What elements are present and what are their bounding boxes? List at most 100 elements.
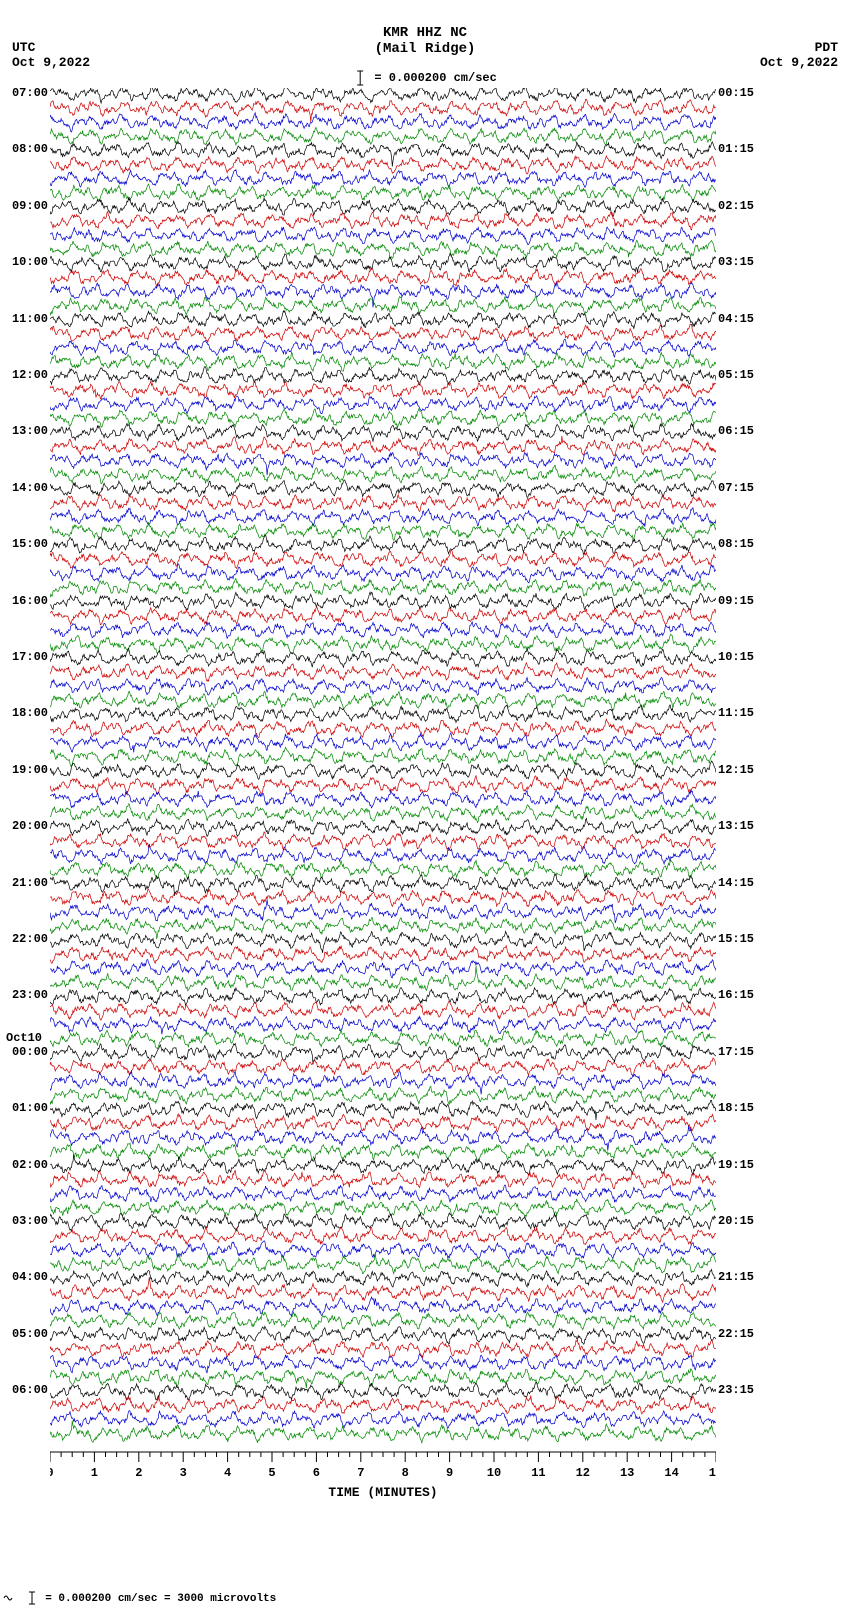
svg-text:10: 10 <box>487 1466 501 1480</box>
trace-row <box>50 1340 716 1358</box>
pdt-time: 20:15 <box>718 1214 754 1228</box>
pdt-time: 13:15 <box>718 819 754 833</box>
utc-time: 08:00 <box>12 142 48 156</box>
utc-time: 19:00 <box>12 763 48 777</box>
utc-date: Oct 9,2022 <box>12 55 90 70</box>
svg-text:4: 4 <box>224 1466 231 1480</box>
trace-row <box>50 508 716 527</box>
trace-row <box>50 1253 716 1274</box>
x-axis-svg: 0123456789101112131415 <box>50 1450 716 1480</box>
svg-text:6: 6 <box>313 1466 320 1480</box>
utc-time: 04:00 <box>12 1270 48 1284</box>
pdt-time: 11:15 <box>718 706 754 720</box>
utc-time: 05:00 <box>12 1327 48 1341</box>
trace-row <box>50 1270 716 1288</box>
trace-row <box>50 705 716 723</box>
trace-row <box>50 423 716 441</box>
trace-row <box>50 494 716 512</box>
utc-label: UTC <box>12 40 35 55</box>
utc-time: 09:00 <box>12 199 48 213</box>
seismogram-svg <box>50 88 716 1468</box>
trace-row <box>50 535 716 554</box>
trace-row <box>50 452 716 475</box>
pdt-time: 10:15 <box>718 650 754 664</box>
svg-text:3: 3 <box>180 1466 187 1480</box>
trace-row <box>50 790 716 807</box>
trace-row <box>50 311 716 329</box>
trace-row <box>50 1213 716 1231</box>
trace-row <box>50 900 716 923</box>
scale-label: = 0.000200 cm/sec <box>353 70 497 86</box>
svg-text:8: 8 <box>402 1466 409 1480</box>
trace-row <box>50 960 716 978</box>
svg-text:7: 7 <box>357 1466 364 1480</box>
pdt-time: 02:15 <box>718 199 754 213</box>
trace-row <box>50 1114 716 1132</box>
trace-row <box>50 88 716 103</box>
trace-row <box>50 634 716 653</box>
svg-text:0: 0 <box>50 1466 54 1480</box>
trace-row <box>50 480 716 498</box>
pdt-time: 14:15 <box>718 876 754 890</box>
pdt-time: 09:15 <box>718 594 754 608</box>
svg-text:15: 15 <box>709 1466 716 1480</box>
trace-row <box>50 988 716 1006</box>
trace-row <box>50 621 716 638</box>
trace-row <box>50 1277 716 1302</box>
trace-row <box>50 113 716 132</box>
svg-text:11: 11 <box>531 1466 545 1480</box>
trace-row <box>50 663 716 681</box>
trace-row <box>50 946 716 963</box>
svg-text:12: 12 <box>576 1466 590 1480</box>
trace-row <box>50 1369 716 1389</box>
trace-row <box>50 747 716 766</box>
x-axis: 0123456789101112131415 TIME (MINUTES) <box>50 1450 716 1500</box>
trace-row <box>50 1086 716 1104</box>
trace-row <box>50 1326 716 1344</box>
utc-time: 16:00 <box>12 594 48 608</box>
trace-row <box>50 1297 716 1316</box>
trace-row <box>50 339 716 357</box>
trace-row <box>50 352 716 371</box>
pdt-time: 22:15 <box>718 1327 754 1341</box>
trace-row <box>50 296 716 314</box>
trace-row <box>50 776 716 795</box>
header: KMR HHZ NC (Mail Ridge) <box>0 25 850 57</box>
utc-time: 02:00 <box>12 1158 48 1172</box>
pdt-time: 07:15 <box>718 481 754 495</box>
trace-row <box>50 579 716 597</box>
trace-row <box>50 1058 716 1076</box>
utc-time: 14:00 <box>12 481 48 495</box>
trace-row <box>50 844 716 865</box>
trace-row <box>50 719 716 737</box>
utc-time: 21:00 <box>12 876 48 890</box>
svg-text:13: 13 <box>620 1466 634 1480</box>
pdt-time: 15:15 <box>718 932 754 946</box>
utc-time: 22:00 <box>12 932 48 946</box>
trace-row <box>50 564 716 583</box>
trace-row <box>50 367 716 385</box>
pdt-time: 21:15 <box>718 1270 754 1284</box>
utc-time: 00:00 <box>12 1045 48 1059</box>
seismogram-plot <box>50 88 716 1448</box>
pdt-time: 01:15 <box>718 142 754 156</box>
trace-row <box>50 1227 716 1245</box>
trace-row <box>50 523 716 541</box>
utc-time: 07:00 <box>12 86 48 100</box>
utc-time: 23:00 <box>12 988 48 1002</box>
trace-row <box>50 254 716 273</box>
svg-text:9: 9 <box>446 1466 453 1480</box>
utc-time: 06:00 <box>12 1383 48 1397</box>
trace-row <box>50 550 716 568</box>
trace-row <box>50 1015 716 1035</box>
svg-text:5: 5 <box>268 1466 275 1480</box>
footer-scale: = 0.000200 cm/sec = 3000 microvolts <box>2 1591 276 1605</box>
pdt-time: 23:15 <box>718 1383 754 1397</box>
trace-row <box>50 324 716 342</box>
trace-row <box>50 691 716 710</box>
trace-row <box>50 1071 716 1095</box>
trace-row <box>50 409 716 429</box>
trace-row <box>50 1001 716 1020</box>
trace-row <box>50 931 716 953</box>
trace-row <box>50 170 716 188</box>
